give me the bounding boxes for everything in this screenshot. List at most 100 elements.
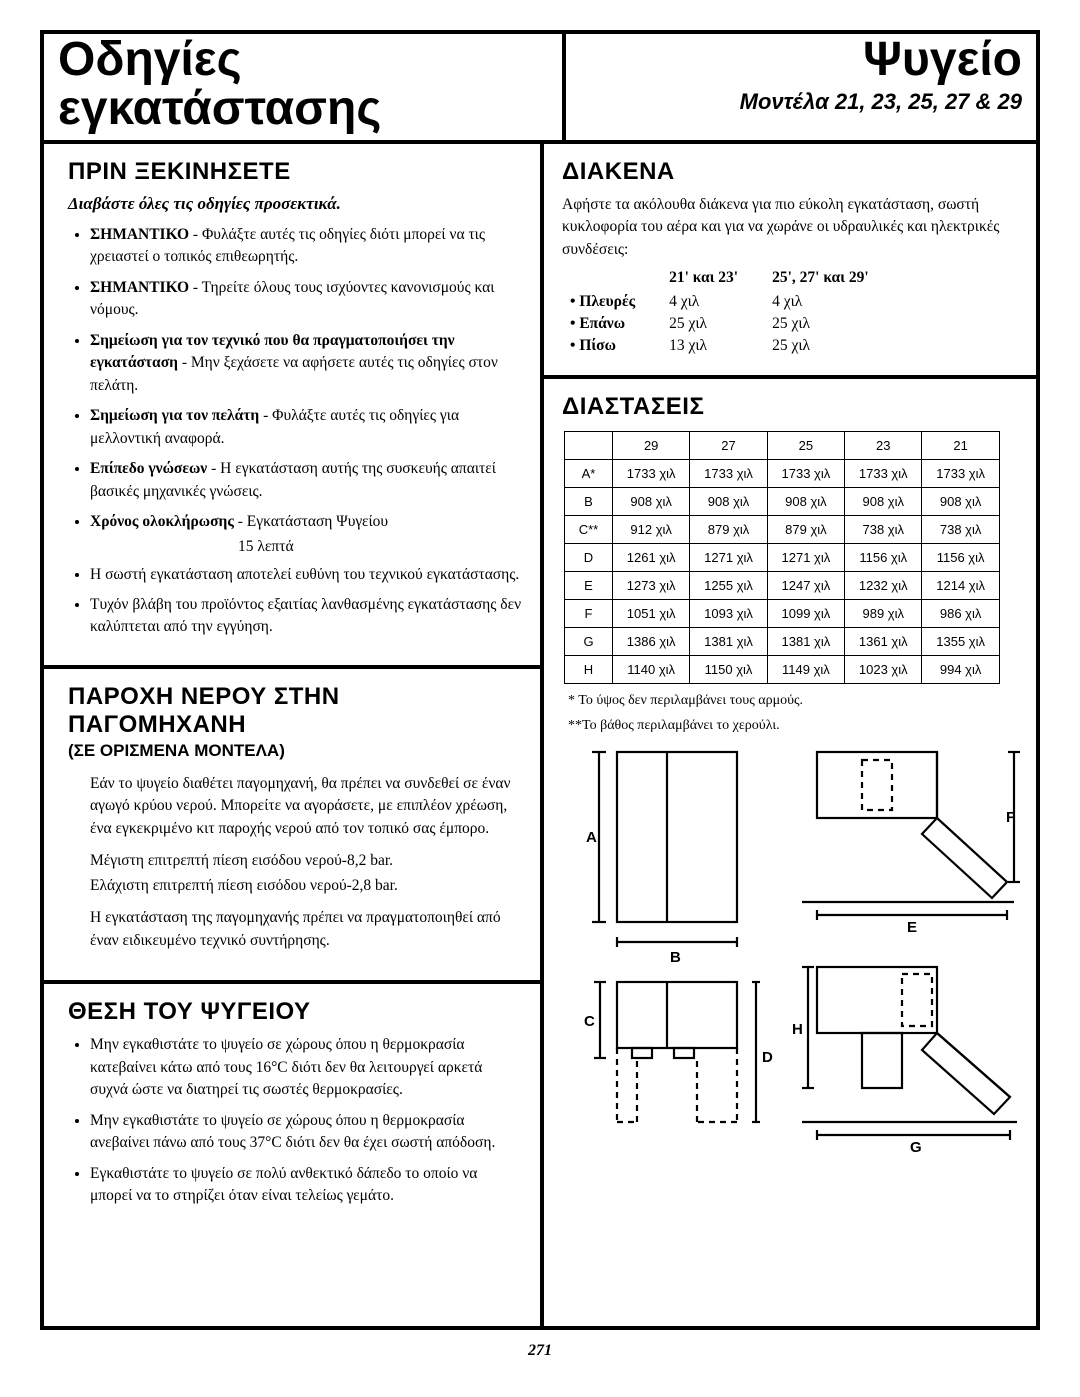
diagram-svg: A B bbox=[562, 742, 1022, 1172]
list-item: Σημείωση για τον τεχνικό που θα πραγματο… bbox=[90, 330, 522, 397]
dim-cell: 908 χιλ bbox=[922, 488, 999, 516]
clearances-intro: Αφήστε τα ακόλουθα διάκενα για πιο εύκολ… bbox=[562, 194, 1016, 261]
dim-cell: 1156 χιλ bbox=[922, 544, 999, 572]
dim-cell: 1733 χιλ bbox=[767, 460, 844, 488]
dim-row-label: E bbox=[565, 572, 613, 600]
dimensions-title: ΔΙΑΣΤΑΣΕΙΣ bbox=[562, 393, 1016, 421]
list-item: Μην εγκαθιστάτε το ψυγείο σε χώρους όπου… bbox=[90, 1034, 522, 1101]
section-before-you-begin: ΠΡΙΝ ΞΕΚΙΝΗΣΕΤΕ Διαβάστε όλες τις οδηγίε… bbox=[44, 144, 540, 669]
dim-cell: 1733 χιλ bbox=[690, 460, 767, 488]
dim-cell: 1247 χιλ bbox=[767, 572, 844, 600]
water-p4: Η εγκατάσταση της παγομηχανής πρέπει να … bbox=[90, 907, 522, 952]
table-row: C**912 χιλ879 χιλ879 χιλ738 χιλ738 χιλ bbox=[565, 516, 1000, 544]
dim-cell: 1149 χιλ bbox=[767, 656, 844, 684]
dim-cell: 908 χιλ bbox=[613, 488, 690, 516]
location-title: ΘΕΣΗ ΤΟΥ ΨΥΓΕΙΟΥ bbox=[68, 998, 522, 1026]
clear-col1: 21' και 23' bbox=[657, 267, 760, 291]
dim-cell: 738 χιλ bbox=[845, 516, 922, 544]
clear-col2: 25', 27' και 29' bbox=[760, 267, 891, 291]
table-row: F1051 χιλ1093 χιλ1099 χιλ989 χιλ986 χιλ bbox=[565, 600, 1000, 628]
list-item: Σημείωση για τον πελάτη - Φυλάξτε αυτές … bbox=[90, 405, 522, 450]
list-item: ΣΗΜΑΝΤΙΚΟ - Τηρείτε όλους τους ισχύοντες… bbox=[90, 277, 522, 322]
outer-frame: Οδηγίες εγκατάστασης Ψυγείο Μοντέλα 21, … bbox=[40, 30, 1040, 1330]
product-name: Ψυγείο bbox=[580, 36, 1022, 85]
table-row: Επάνω 25 χιλ 25 χιλ bbox=[570, 313, 891, 335]
dim-cell: 1733 χιλ bbox=[613, 460, 690, 488]
dim-cell: 1156 χιλ bbox=[845, 544, 922, 572]
section-water-supply: ΠΑΡΟΧΗ ΝΕΡΟΥ ΣΤΗΝ ΠΑΓΟΜΗΧΑΝΗ (ΣΕ ΟΡΙΣΜΕΝ… bbox=[44, 669, 540, 984]
dim-row-label: G bbox=[565, 628, 613, 656]
dim-cell: 1140 χιλ bbox=[613, 656, 690, 684]
doc-title-box: Οδηγίες εγκατάστασης bbox=[44, 34, 566, 140]
location-list: Μην εγκαθιστάτε το ψυγείο σε χώρους όπου… bbox=[68, 1034, 522, 1207]
dim-cell: 738 χιλ bbox=[922, 516, 999, 544]
table-row: B908 χιλ908 χιλ908 χιλ908 χιλ908 χιλ bbox=[565, 488, 1000, 516]
dimensions-table: 29 27 25 23 21 A*1733 χιλ1733 χιλ1733 χι… bbox=[564, 431, 1000, 684]
read-carefully: Διαβάστε όλες τις οδηγίες προσεκτικά. bbox=[68, 194, 522, 214]
dim-cell: 1271 χιλ bbox=[690, 544, 767, 572]
dim-cell: 1361 χιλ bbox=[845, 628, 922, 656]
list-item: Εγκαθιστάτε το ψυγείο σε πολύ ανθεκτικό … bbox=[90, 1163, 522, 1208]
dim-cell: 1232 χιλ bbox=[845, 572, 922, 600]
model-list: Μοντέλα 21, 23, 25, 27 & 29 bbox=[580, 89, 1022, 115]
dim-row-label: F bbox=[565, 600, 613, 628]
table-row: A*1733 χιλ1733 χιλ1733 χιλ1733 χιλ1733 χ… bbox=[565, 460, 1000, 488]
table-row: H1140 χιλ1150 χιλ1149 χιλ1023 χιλ994 χιλ bbox=[565, 656, 1000, 684]
table-row: G1386 χιλ1381 χιλ1381 χιλ1361 χιλ1355 χι… bbox=[565, 628, 1000, 656]
doc-title-line2: εγκατάστασης bbox=[58, 82, 381, 135]
table-row: D1261 χιλ1271 χιλ1271 χιλ1156 χιλ1156 χι… bbox=[565, 544, 1000, 572]
dim-cell: 1733 χιλ bbox=[922, 460, 999, 488]
section-clearances: ΔΙΑΚΕΝΑ Αφήστε τα ακόλουθα διάκενα για π… bbox=[544, 144, 1036, 379]
dim-row-label: D bbox=[565, 544, 613, 572]
list-item: ΣΗΜΑΝΤΙΚΟ - Φυλάξτε αυτές τις οδηγίες δι… bbox=[90, 224, 522, 269]
dim-cell: 908 χιλ bbox=[845, 488, 922, 516]
dim-cell: 989 χιλ bbox=[845, 600, 922, 628]
dim-label-e: E bbox=[907, 919, 917, 936]
water-p2: Μέγιστη επιτρεπτή πίεση εισόδου νερού-8,… bbox=[90, 850, 522, 872]
dim-label-b: B bbox=[670, 949, 681, 966]
dim-label-a: A bbox=[586, 829, 597, 846]
dim-row-label: H bbox=[565, 656, 613, 684]
dim-cell: 1051 χιλ bbox=[613, 600, 690, 628]
table-header-row: 29 27 25 23 21 bbox=[565, 432, 1000, 460]
dim-cell: 1273 χιλ bbox=[613, 572, 690, 600]
dim-label-h: H bbox=[792, 1021, 803, 1038]
product-box: Ψυγείο Μοντέλα 21, 23, 25, 27 & 29 bbox=[566, 34, 1036, 140]
dim-label-g: G bbox=[910, 1139, 922, 1156]
water-title: ΠΑΡΟΧΗ ΝΕΡΟΥ ΣΤΗΝ ΠΑΓΟΜΗΧΑΝΗ bbox=[68, 683, 522, 739]
dim-cell: 1255 χιλ bbox=[690, 572, 767, 600]
clearances-table: 21' και 23' 25', 27' και 29' Πλευρές 4 χ… bbox=[570, 267, 891, 357]
dim-cell: 1023 χιλ bbox=[845, 656, 922, 684]
table-row: E1273 χιλ1255 χιλ1247 χιλ1232 χιλ1214 χι… bbox=[565, 572, 1000, 600]
before-list: ΣΗΜΑΝΤΙΚΟ - Φυλάξτε αυτές τις οδηγίες δι… bbox=[68, 224, 522, 534]
list-item: Επίπεδο γνώσεων - Η εγκατάσταση αυτής τη… bbox=[90, 458, 522, 503]
completion-time: 15 λεπτά bbox=[238, 538, 522, 556]
dim-cell: 879 χιλ bbox=[690, 516, 767, 544]
dim-cell: 1214 χιλ bbox=[922, 572, 999, 600]
dim-cell: 908 χιλ bbox=[690, 488, 767, 516]
doc-title: Οδηγίες εγκατάστασης bbox=[58, 36, 548, 134]
table-row: Πίσω 13 χιλ 25 χιλ bbox=[570, 335, 891, 357]
dim-cell: 1150 χιλ bbox=[690, 656, 767, 684]
list-item: Χρόνος ολοκλήρωσης - Εγκατάσταση Ψυγείου bbox=[90, 511, 522, 533]
list-item: Τυχόν βλάβη του προϊόντος εξαιτίας λανθα… bbox=[90, 594, 522, 639]
dim-row-label: B bbox=[565, 488, 613, 516]
doc-title-line1: Οδηγίες bbox=[58, 33, 242, 86]
dim-cell: 1261 χιλ bbox=[613, 544, 690, 572]
header-row: Οδηγίες εγκατάστασης Ψυγείο Μοντέλα 21, … bbox=[44, 34, 1036, 144]
list-item: Η σωστή εγκατάσταση αποτελεί ευθύνη του … bbox=[90, 564, 522, 586]
dim-cell: 1099 χιλ bbox=[767, 600, 844, 628]
water-p1: Εάν το ψυγείο διαθέτει παγομηχανή, θα πρ… bbox=[90, 773, 522, 840]
dim-cell: 1271 χιλ bbox=[767, 544, 844, 572]
dim-cell: 1381 χιλ bbox=[690, 628, 767, 656]
dim-cell: 912 χιλ bbox=[613, 516, 690, 544]
before-title: ΠΡΙΝ ΞΕΚΙΝΗΣΕΤΕ bbox=[68, 158, 522, 186]
dim-label-d: D bbox=[762, 1049, 773, 1066]
dim-cell: 908 χιλ bbox=[767, 488, 844, 516]
dim-cell: 879 χιλ bbox=[767, 516, 844, 544]
right-column: ΔΙΑΚΕΝΑ Αφήστε τα ακόλουθα διάκενα για π… bbox=[540, 144, 1036, 1326]
dim-row-label: A* bbox=[565, 460, 613, 488]
dim-cell: 1381 χιλ bbox=[767, 628, 844, 656]
page-number: 271 bbox=[40, 1342, 1040, 1360]
dim-cell: 994 χιλ bbox=[922, 656, 999, 684]
